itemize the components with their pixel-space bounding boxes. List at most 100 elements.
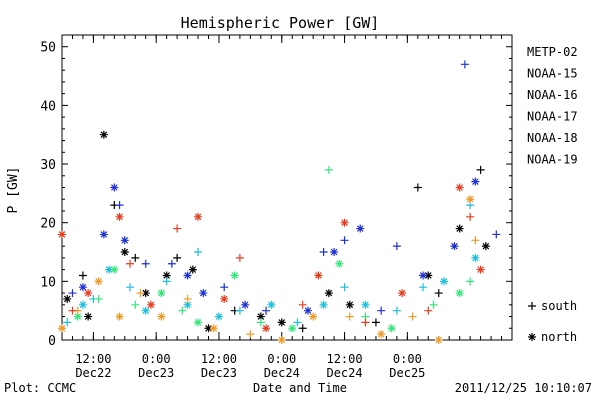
data-point-noaa-18-south bbox=[345, 312, 354, 321]
data-point-noaa-19-north bbox=[398, 289, 407, 298]
data-point-noaa-18-south bbox=[246, 330, 255, 339]
data-point-noaa-17-south bbox=[178, 306, 187, 315]
data-point-noaa-16-north bbox=[319, 300, 328, 309]
x-tick-label-date: Dec23 bbox=[201, 366, 237, 380]
data-point-noaa-15-north bbox=[78, 283, 87, 292]
data-point-noaa-19-south bbox=[424, 306, 433, 315]
data-point-noaa-19-north bbox=[476, 265, 485, 274]
data-point-noaa-15-north bbox=[471, 177, 480, 186]
plot-frame bbox=[61, 34, 513, 341]
legend-item-noaa-19: NOAA-19 bbox=[527, 153, 578, 167]
data-point-noaa-16-south bbox=[126, 283, 135, 292]
data-point-noaa-16-south bbox=[63, 318, 72, 327]
data-point-metp-02-north bbox=[424, 271, 433, 280]
marker-legend: south north bbox=[528, 299, 577, 344]
data-point-noaa-17-south bbox=[466, 277, 475, 286]
data-point-noaa-18-south bbox=[408, 312, 417, 321]
data-point-noaa-15-north bbox=[356, 224, 365, 233]
data-point-noaa-17-north bbox=[230, 271, 239, 280]
data-point-noaa-17-south bbox=[94, 294, 103, 303]
y-tick-label: 0 bbox=[48, 334, 56, 349]
data-point-noaa-15-north bbox=[199, 289, 208, 298]
data-point-noaa-16-south bbox=[235, 306, 244, 315]
data-point-noaa-19-north bbox=[58, 230, 66, 239]
x-tick-label-time: 0:00 bbox=[267, 352, 296, 366]
data-point-noaa-15-south bbox=[392, 242, 401, 251]
data-point-noaa-17-north bbox=[194, 318, 203, 327]
data-point-noaa-17-south bbox=[131, 300, 140, 309]
data-point-noaa-19-north bbox=[194, 212, 203, 221]
data-point-metp-02-north bbox=[324, 289, 333, 298]
y-tick-label: 20 bbox=[40, 217, 56, 232]
data-point-noaa-16-north bbox=[361, 300, 370, 309]
data-point-noaa-16-north bbox=[439, 277, 448, 286]
data-point-noaa-15-south bbox=[377, 306, 386, 315]
data-point-noaa-15-south bbox=[492, 230, 501, 239]
data-point-noaa-15-south bbox=[220, 283, 229, 292]
data-point-metp-02-south bbox=[173, 253, 182, 262]
x-tick-label-date: Dec24 bbox=[264, 366, 300, 380]
data-point-noaa-19-north bbox=[220, 294, 229, 303]
data-point-metp-02-north bbox=[345, 300, 354, 309]
x-tick-label-time: 12:00 bbox=[75, 352, 111, 366]
data-point-noaa-16-north bbox=[183, 300, 192, 309]
data-point-metp-02-north bbox=[141, 289, 150, 298]
data-point-noaa-16-north bbox=[471, 253, 480, 262]
data-point-metp-02-south bbox=[476, 165, 485, 174]
data-point-noaa-16-north bbox=[105, 265, 114, 274]
data-point-metp-02-north bbox=[99, 130, 108, 139]
y-tick-label: 50 bbox=[40, 41, 56, 56]
data-point-noaa-16-north bbox=[214, 312, 223, 321]
x-tick-label-time: 12:00 bbox=[326, 352, 362, 366]
data-point-noaa-16-north bbox=[78, 300, 87, 309]
data-point-noaa-16-south bbox=[194, 248, 203, 257]
legend-item-noaa-17: NOAA-17 bbox=[527, 110, 578, 124]
x-tick-label-date: Dec22 bbox=[75, 366, 111, 380]
data-point-noaa-19-north bbox=[340, 218, 349, 227]
data-point-noaa-19-south bbox=[466, 212, 475, 221]
data-point-metp-02-south bbox=[78, 271, 87, 280]
data-point-noaa-18-south bbox=[136, 289, 145, 298]
data-point-noaa-18-north bbox=[309, 312, 318, 321]
data-point-metp-02-south bbox=[298, 324, 307, 333]
data-point-noaa-15-north bbox=[330, 248, 339, 257]
data-point-metp-02-north bbox=[455, 224, 464, 233]
marker-legend-symbol-south bbox=[528, 302, 536, 310]
x-axis: 12:00Dec220:00Dec2312:00Dec230:00Dec2412… bbox=[71, 35, 503, 380]
data-point-noaa-17-south bbox=[324, 165, 333, 174]
data-point-metp-02-north bbox=[481, 242, 490, 251]
data-point-noaa-17-north bbox=[335, 259, 344, 268]
data-point-metp-02-south bbox=[131, 253, 140, 262]
x-axis-label: Date and Time bbox=[253, 381, 347, 395]
data-point-noaa-19-south bbox=[68, 306, 77, 315]
plot-timestamp: 2011/12/25 10:10:07 bbox=[455, 381, 592, 395]
data-point-noaa-19-south bbox=[298, 300, 307, 309]
chart-title: Hemispheric Power [GW] bbox=[181, 14, 380, 32]
data-point-metp-02-north bbox=[162, 271, 171, 280]
marker-legend-label-north: north bbox=[541, 330, 577, 344]
data-point-noaa-18-north bbox=[94, 277, 103, 286]
y-tick-label: 10 bbox=[40, 275, 56, 290]
data-point-noaa-17-north bbox=[288, 324, 297, 333]
x-tick-label-date: Dec24 bbox=[326, 366, 362, 380]
legend-item-noaa-15: NOAA-15 bbox=[527, 67, 578, 81]
legend-item-noaa-18: NOAA-18 bbox=[527, 131, 578, 145]
data-point-noaa-15-north bbox=[183, 271, 192, 280]
data-point-noaa-18-south bbox=[183, 294, 192, 303]
data-point-noaa-19-north bbox=[455, 183, 464, 192]
data-point-noaa-15-north bbox=[419, 271, 428, 280]
data-point-noaa-17-south bbox=[429, 300, 438, 309]
data-point-noaa-18-north bbox=[157, 312, 166, 321]
legend-item-metp-02: METP-02 bbox=[527, 45, 578, 59]
x-tick-label-time: 0:00 bbox=[393, 352, 422, 366]
data-point-metp-02-north bbox=[204, 324, 213, 333]
legend-item-noaa-16: NOAA-16 bbox=[527, 88, 578, 102]
data-point-metp-02-north bbox=[277, 318, 286, 327]
data-point-noaa-15-south bbox=[68, 289, 77, 298]
data-point-noaa-16-north bbox=[267, 300, 276, 309]
data-point-noaa-15-north bbox=[241, 300, 250, 309]
data-point-noaa-18-north bbox=[377, 330, 386, 339]
data-point-noaa-18-north bbox=[434, 336, 443, 344]
data-point-noaa-19-north bbox=[84, 289, 93, 298]
